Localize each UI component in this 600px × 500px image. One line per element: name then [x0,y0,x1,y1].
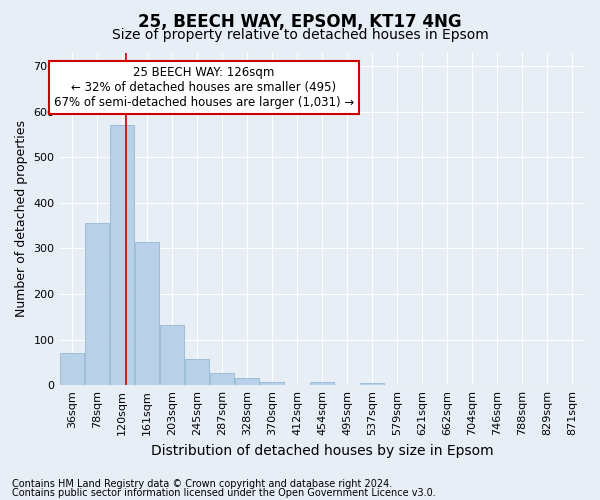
Bar [210,373,234,385]
Bar [60,354,84,385]
Bar [260,382,284,385]
Bar [160,324,184,385]
Bar [135,242,159,385]
Y-axis label: Number of detached properties: Number of detached properties [15,120,28,318]
Text: Contains HM Land Registry data © Crown copyright and database right 2024.: Contains HM Land Registry data © Crown c… [12,479,392,489]
X-axis label: Distribution of detached houses by size in Epsom: Distribution of detached houses by size … [151,444,494,458]
Bar [185,358,209,385]
Text: 25 BEECH WAY: 126sqm
← 32% of detached houses are smaller (495)
67% of semi-deta: 25 BEECH WAY: 126sqm ← 32% of detached h… [54,66,354,109]
Text: 25, BEECH WAY, EPSOM, KT17 4NG: 25, BEECH WAY, EPSOM, KT17 4NG [138,12,462,30]
Bar [110,126,134,385]
Text: Contains public sector information licensed under the Open Government Licence v3: Contains public sector information licen… [12,488,436,498]
Bar [235,378,259,385]
Bar [310,382,334,385]
Bar [85,224,109,385]
Text: Size of property relative to detached houses in Epsom: Size of property relative to detached ho… [112,28,488,42]
Bar [361,383,384,385]
